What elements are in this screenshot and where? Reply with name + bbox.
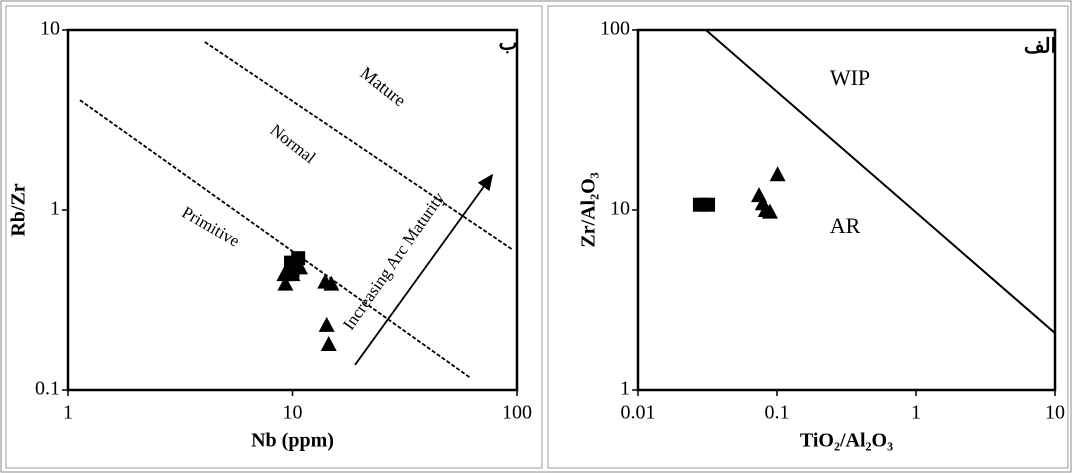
panel-label: الف [1024, 36, 1056, 58]
x-tick-label: 10 [1045, 402, 1065, 424]
y-tick-label: 0.1 [35, 378, 60, 400]
boundary-line [204, 41, 514, 251]
x-tick-label: 1 [63, 402, 73, 424]
y-tick-label: 1 [620, 378, 630, 400]
triangle-point [292, 259, 309, 275]
triangle-point [320, 336, 337, 352]
square-point [701, 197, 716, 212]
triangle-point [318, 316, 335, 332]
x-tick-label: 10 [283, 402, 303, 424]
x-tick-label: 0.1 [765, 402, 790, 424]
y-tick-label: 10 [40, 18, 60, 40]
triangle-point [761, 203, 778, 219]
annotation: Mature [357, 63, 410, 111]
plot-area [66, 28, 519, 392]
x-tick-label: 1 [911, 402, 921, 424]
triangle-point [323, 275, 340, 291]
x-tick-label: 100 [502, 402, 532, 424]
annotation: AR [830, 213, 861, 238]
y-tick-label: 100 [600, 18, 630, 40]
square-point [291, 251, 306, 266]
x-axis-label: TiO₂/Al₂O₃ [800, 430, 893, 452]
boundary-line [79, 99, 471, 379]
panel-label: ب [499, 33, 518, 55]
x-tick-label: 0.01 [621, 402, 656, 424]
annotation: WIP [830, 65, 870, 90]
y-tick-label: 10 [610, 198, 630, 220]
y-axis-label: Rb/Zr [8, 183, 30, 236]
boundary-line [705, 29, 1056, 334]
panel-frame [547, 5, 1069, 469]
triangle-point [769, 166, 786, 182]
y-axis-label: Zr/Al₂O₃ [578, 172, 600, 247]
triangle-point [277, 275, 294, 291]
panel-frame [5, 5, 543, 469]
x-axis-label: Nb (ppm) [251, 430, 334, 452]
annotation: Normal [267, 120, 320, 167]
y-tick-label: 1 [50, 198, 60, 220]
boundary-line [354, 173, 494, 366]
